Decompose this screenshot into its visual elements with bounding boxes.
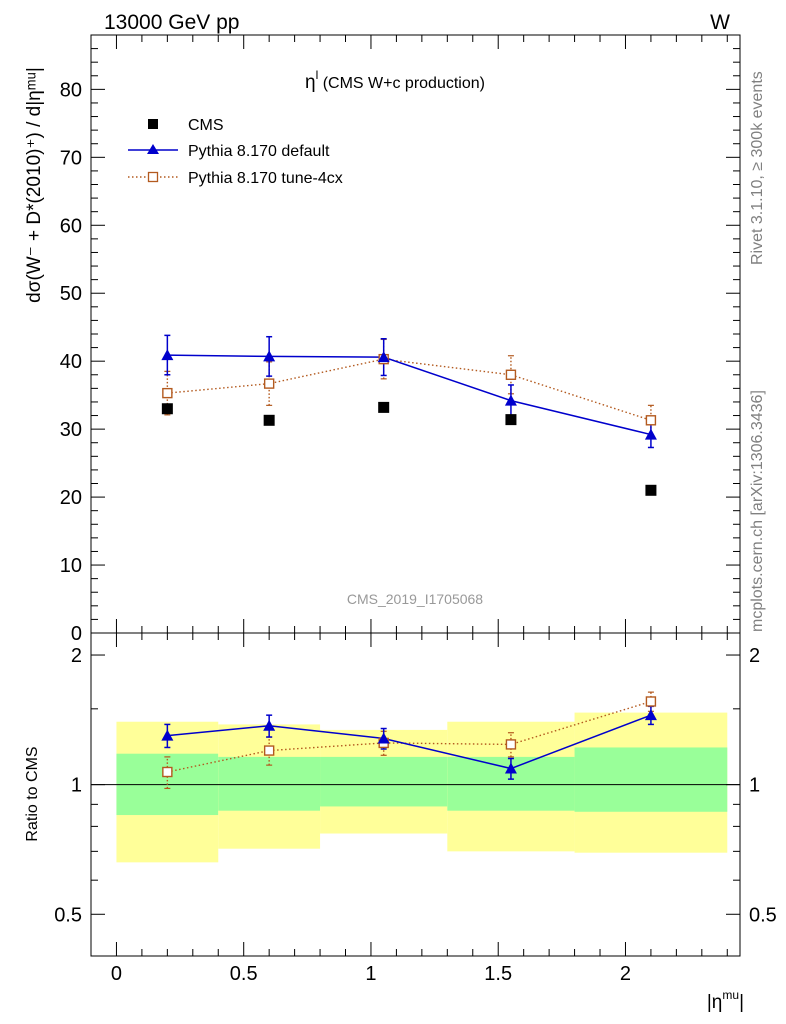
ratio-y-tick-label: 0.5	[54, 904, 82, 926]
x-tick-label: 2	[620, 963, 631, 985]
legend-default-label: Pythia 8.170 default	[188, 143, 330, 160]
ratio-y-tick-label: 2	[71, 645, 82, 667]
x-tick-label: 1	[365, 963, 376, 985]
ratio-tune-point	[263, 745, 275, 756]
legend-default-marker	[147, 144, 159, 154]
ratio-default-point	[504, 762, 517, 774]
main-y-tick-label: 50	[60, 283, 82, 305]
default-data-point	[504, 394, 517, 406]
ratio-y-axis-label: Ratio to CMS	[24, 746, 41, 841]
main-title-superscript: l	[316, 68, 319, 82]
default-series-line	[167, 354, 652, 436]
ratio-default-point	[263, 719, 276, 731]
ratio-axis-ticks: 0.5 0.5 1 1 2 2 0 0.5 1 1.5 2	[54, 633, 777, 985]
cms-data-point	[263, 414, 275, 426]
tune-series-line	[167, 358, 652, 421]
main-title: ηl (CMS W+c production)	[305, 68, 485, 93]
main-title-text: (CMS W+c production)	[318, 75, 485, 92]
legend-cms-marker	[148, 119, 158, 129]
main-y-tick-label: 70	[60, 147, 82, 169]
ratio-inner-band	[320, 756, 448, 807]
x-tick-label: 0	[111, 963, 122, 985]
legend-tune-label: Pythia 8.170 tune-4cx	[188, 170, 343, 187]
main-y-tick-label: 0	[71, 623, 82, 645]
default-data-point	[161, 349, 174, 361]
rivet-version-label: Rivet 3.1.10, ≥ 300k events	[749, 71, 766, 265]
legend-entry-tune: Pythia 8.170 tune-4cx	[128, 170, 343, 187]
x-axis-label-end: |	[739, 992, 744, 1013]
ratio-tune-point	[505, 739, 517, 750]
x-axis-label-superscript: mu	[722, 988, 739, 1002]
main-y-tick-label: 10	[60, 555, 82, 577]
ratio-uncertainty-bands	[91, 712, 740, 863]
default-data-point	[644, 428, 657, 440]
x-tick-label: 1.5	[484, 963, 512, 985]
default-data-point	[263, 350, 276, 362]
ratio-y-tick-label-right: 2	[749, 645, 760, 667]
main-y-tick-label: 20	[60, 487, 82, 509]
ratio-tune-line	[167, 700, 652, 773]
process-label: W	[710, 11, 730, 34]
ratio-inner-band	[574, 747, 728, 812]
ratio-y-tick-label: 1	[71, 775, 82, 797]
legend-tune-marker	[147, 171, 159, 183]
x-tick-label: 0.5	[230, 963, 258, 985]
analysis-id-label: CMS_2019_I1705068	[347, 591, 483, 607]
main-panel: 0 10 20 30 40 50 60 70 80 ηl (CMS W+c production…	[24, 34, 741, 645]
cms-data-point	[161, 403, 173, 415]
mcplots-reference-label: mcplots.cern.ch [arXiv:1306.3436]	[749, 390, 766, 632]
ratio-y-tick-label-right: 1	[749, 775, 760, 797]
ratio-x-axis-label: |ηmu|	[707, 988, 744, 1013]
tune-data-point	[505, 369, 517, 380]
energy-label: 13000 GeV pp	[104, 11, 239, 34]
legend-entry-default: Pythia 8.170 default	[128, 143, 330, 160]
main-y-tick-label: 60	[60, 215, 82, 237]
main-title-symbol: η	[305, 72, 316, 93]
legend: CMS Pythia 8.170 default Pythia 8.170 tu…	[128, 117, 343, 187]
ratio-tune-point	[645, 696, 657, 707]
default-data-point	[377, 351, 390, 363]
ratio-data-layer	[161, 691, 657, 790]
cms-data-point	[645, 484, 657, 496]
main-y-tick-label: 80	[60, 79, 82, 101]
ratio-default-point	[161, 729, 174, 741]
legend-cms-label: CMS	[188, 117, 224, 134]
ratio-default-point	[644, 709, 657, 721]
main-y-axis-label: dσ(W⁻ + D*(2010)⁺) / d|ηᵐᵘ|	[24, 67, 45, 303]
ratio-inner-band	[218, 756, 321, 811]
ratio-panel: 0.5 0.5 1 1 2 2 0 0.5 1 1.5 2 Ratio to CMS |ηmu|	[24, 632, 777, 1013]
cms-data-point	[378, 401, 390, 413]
tune-data-point	[263, 378, 275, 389]
x-axis-label-main: |η	[707, 992, 723, 1013]
ratio-y-tick-label-right: 0.5	[749, 904, 777, 926]
tune-data-point	[645, 415, 657, 426]
main-y-tick-label: 40	[60, 351, 82, 373]
main-y-tick-label: 30	[60, 419, 82, 441]
ratio-tune-point	[162, 766, 173, 778]
main-axis-ticks: 0 10 20 30 40 50 60 70 80	[60, 34, 740, 645]
ratio-default-point	[377, 732, 390, 744]
main-data-layer	[161, 334, 657, 496]
cms-data-point	[505, 414, 517, 426]
legend-entry-cms: CMS	[148, 117, 224, 134]
tune-data-point	[162, 387, 173, 399]
ratio-plot-frame	[90, 632, 741, 957]
